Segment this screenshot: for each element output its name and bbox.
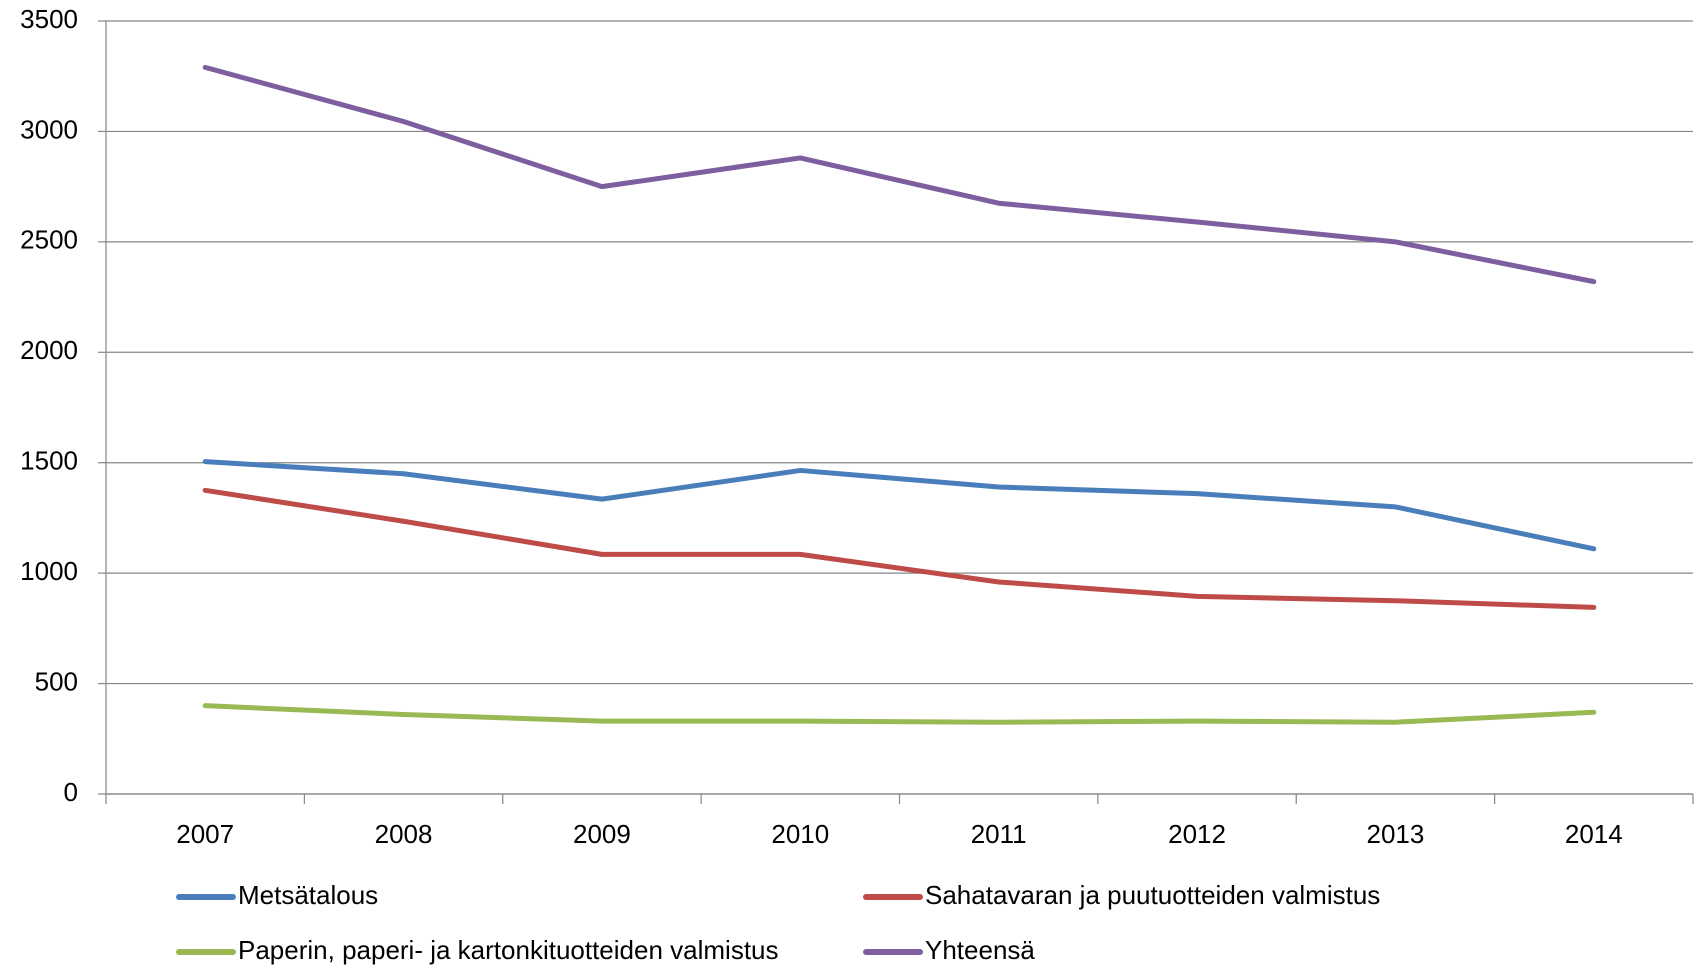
x-tick-label: 2012	[1168, 819, 1226, 849]
y-tick-label: 3000	[20, 114, 78, 144]
legend-label: Metsätalous	[238, 880, 378, 910]
y-tick-label: 0	[64, 777, 78, 807]
y-tick-label: 2000	[20, 335, 78, 365]
series-line	[202, 487, 1597, 610]
x-tick-label: 2007	[176, 819, 234, 849]
y-tick-label: 1500	[20, 446, 78, 476]
y-tick-label: 1000	[20, 556, 78, 586]
y-tick-label: 3500	[20, 4, 78, 34]
x-tick-label: 2008	[375, 819, 433, 849]
x-tick-label: 2010	[771, 819, 829, 849]
series-line	[202, 64, 1597, 285]
x-tick-label: 2009	[573, 819, 631, 849]
y-tick-label: 500	[35, 666, 78, 696]
x-tick-label: 2014	[1565, 819, 1623, 849]
y-tick-label: 2500	[20, 225, 78, 255]
x-tick-label: 2013	[1367, 819, 1425, 849]
x-tick-label: 2011	[971, 819, 1027, 849]
series-line	[202, 703, 1597, 725]
legend-label: Paperin, paperi- ja kartonkituotteiden v…	[238, 935, 779, 965]
series-line	[202, 459, 1597, 552]
legend-label: Sahatavaran ja puutuotteiden valmistus	[925, 880, 1380, 910]
legend-label: Yhteensä	[925, 935, 1035, 965]
